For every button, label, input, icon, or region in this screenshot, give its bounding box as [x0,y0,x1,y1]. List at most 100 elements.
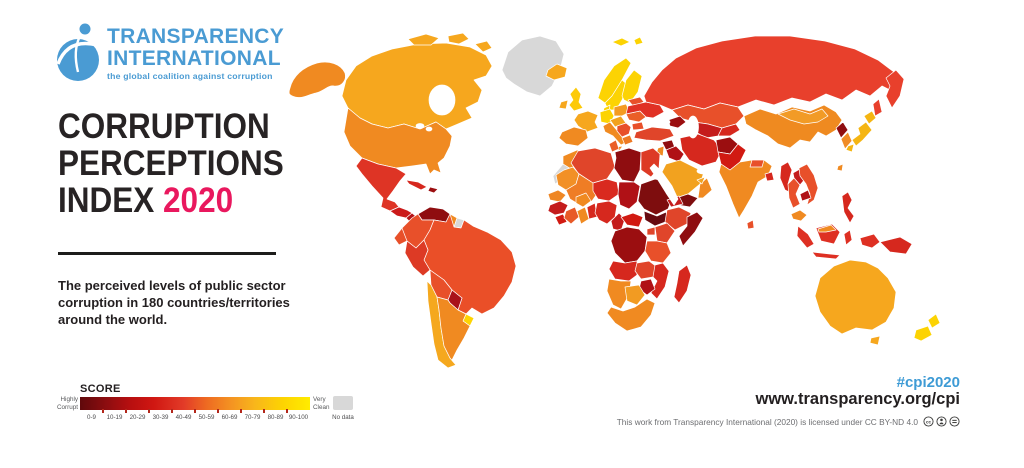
country-peru [404,239,431,277]
country-tanzania [644,240,672,264]
country-uk [568,86,584,112]
hashtag: #cpi2020 [896,374,960,391]
country-indonesia-java [811,251,841,260]
great-lakes-water [415,123,425,129]
title-year: 2020 [163,181,234,221]
country-indonesia-papua [859,233,881,249]
country-iraq [665,145,685,163]
country-canada-arctic1 [407,33,440,46]
country-nigeria [594,200,618,225]
country-japan-kyushu [845,143,855,153]
legend-segment-mark [240,409,242,413]
logo-name: TRANSPARENCY INTERNATIONAL [107,26,284,69]
logo-text: TRANSPARENCY INTERNATIONAL the global co… [107,20,284,81]
country-balkans [616,122,632,138]
highly-corrupt-label: Highly Corrupt [57,396,78,411]
country-malaysia [790,209,808,222]
title-divider [58,252,276,255]
country-kenya [654,222,676,244]
country-vietnam [798,163,819,206]
caspian-sea-water [687,115,699,139]
country-libya [613,147,642,183]
title-line2: PERCEPTIONS [58,144,284,184]
country-cote-divoire [563,206,580,225]
country-malaysia-borneo [817,224,837,233]
ti-globe-icon [56,20,100,86]
legend-segment-mark [263,409,265,413]
country-iberia [558,126,589,147]
country-south-korea [840,131,853,150]
legend-segment-mark [217,409,219,413]
country-cambodia [799,189,812,202]
cc-by-icon [936,416,947,427]
country-canada-arctic2 [447,32,470,45]
country-iceland [545,63,568,81]
country-mexico [355,157,407,212]
country-thailand [787,177,801,209]
license-text: This work from Transparency Internationa… [616,416,918,427]
country-bulgaria [631,121,645,131]
country-nz-south [913,325,933,342]
country-caucasus [667,115,687,129]
country-bangladesh [764,171,775,182]
country-taiwan [836,163,844,172]
no-data-swatch [333,396,353,410]
score-gradient-bar [80,397,310,410]
country-russia-kamchatka [885,69,905,109]
no-data-label: No data [332,414,354,421]
country-belarus [627,96,645,107]
country-svalbard2 [633,36,644,46]
svg-text:cc: cc [926,419,932,424]
country-guinea [547,200,569,216]
country-philippines [841,191,855,224]
country-japan-honshu [851,121,873,147]
logo-name-line2: INTERNATIONAL [107,46,281,70]
legend-segment-mark [125,409,127,413]
title-line1: CORRUPTION [58,107,270,146]
legend-segment-mark [171,409,173,413]
transparency-international-logo: TRANSPARENCY INTERNATIONAL the global co… [56,20,284,86]
red-sea-water [649,163,679,206]
country-chad [617,181,641,210]
country-uganda [646,226,656,236]
country-madagascar [673,264,692,304]
very-clean-label: Very Clean [313,396,330,411]
country-hispaniola [427,186,439,194]
country-finland [621,69,643,104]
country-botswana [624,284,646,306]
country-japan-hokkaido [863,110,877,125]
country-iran [679,133,723,167]
country-russia-sakhalin [872,98,883,117]
cc-nd-icon [949,416,960,427]
website-url: www.transparency.org/cpi [755,390,960,408]
legend-segment-mark [102,409,104,413]
country-papua-new-guinea [879,236,913,255]
subtitle: The perceived levels of public sector co… [58,278,290,328]
country-burkina-faso [575,192,592,208]
country-namibia [606,278,632,310]
great-lakes-water2 [425,126,433,132]
country-nz-north [927,313,941,329]
country-france [573,110,599,133]
country-cuba [405,179,428,191]
country-kyrgyz-tajik [717,123,741,137]
world-map-svg [288,32,941,369]
country-indonesia-sulawesi [843,229,853,246]
country-ireland [558,99,569,110]
country-drc [610,226,648,264]
persian-gulf-water [696,167,710,175]
hudson-bay-water [428,84,456,116]
country-angola [608,260,638,282]
cc-license-icons: cc [923,416,960,427]
country-turkey [633,126,675,142]
country-russia [643,35,903,111]
country-argentina [436,296,471,366]
country-laos [792,168,807,186]
legend-tick-labels: 0-9 10-19 20-29 30-39 40-49 50-59 60-69 70-7… [87,414,309,421]
country-canada-arctic3 [474,40,493,53]
legend-segment-mark [194,409,196,413]
country-greece [621,134,634,146]
legend-segment-mark [286,409,288,413]
country-nepal [749,159,765,168]
